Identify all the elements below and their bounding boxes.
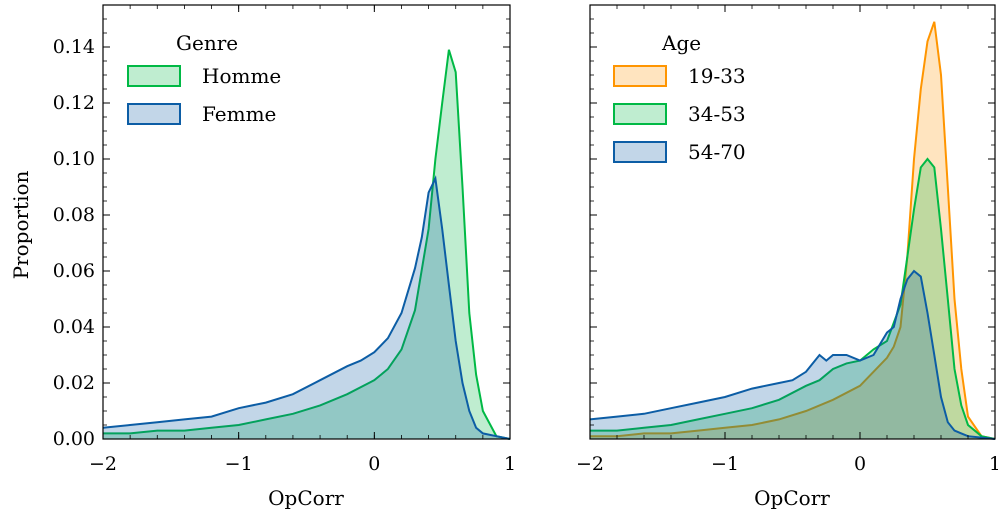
legend-label-femme: Femme — [202, 102, 276, 126]
legend-title-left: Genre — [176, 31, 238, 55]
legend-title-right: Age — [661, 31, 701, 55]
x-tick-label: −1 — [225, 453, 253, 475]
legend-label-54-70: 54-70 — [688, 140, 746, 164]
line-19-33 — [590, 21, 996, 440]
area-fill-femme — [103, 178, 510, 439]
ticks-left: −2 −1 0 1 0.00 0.02 0.04 0.06 0.08 0.10 0.12 0.14 — [53, 5, 516, 475]
x-tick-label: 0 — [854, 453, 866, 475]
ticks-right: −2 −1 0 1 — [576, 5, 998, 475]
plot-area-right — [589, 21, 996, 440]
chart-right: −2 −1 0 1 OpCorr Age 19-33 34-53 54-70 — [576, 4, 998, 510]
x-tick-label: −1 — [711, 453, 739, 475]
legend-left: Genre Homme Femme — [127, 31, 281, 126]
y-tick-label: 0.06 — [53, 260, 95, 282]
plot-area-left — [102, 49, 511, 440]
y-tick-label: 0.00 — [53, 428, 95, 450]
legend-swatch-19-33 — [613, 65, 667, 87]
legend-label-19-33: 19-33 — [688, 64, 746, 88]
x-tick-label: 1 — [989, 453, 998, 475]
x-tick-label: 1 — [504, 453, 516, 475]
y-tick-label: 0.04 — [53, 316, 95, 338]
area-fill-19-33 — [590, 21, 995, 440]
y-tick-label: 0.14 — [53, 36, 95, 58]
legend-right: Age 19-33 34-53 54-70 — [613, 31, 746, 164]
legend-swatch-54-70 — [613, 141, 667, 163]
legend-swatch-34-53 — [613, 103, 667, 125]
legend-label-homme: Homme — [202, 64, 281, 88]
legend-swatch-femme — [127, 103, 181, 125]
x-tick-label: −2 — [89, 453, 117, 475]
area-fill-34-53 — [590, 159, 995, 439]
x-axis-label-left: OpCorr — [268, 486, 344, 510]
x-axis-label-right: OpCorr — [754, 486, 830, 510]
axes-frame-left — [102, 4, 511, 440]
area-fill-54-70 — [590, 271, 995, 439]
chart-left: −2 −1 0 1 0.00 0.02 0.04 0.06 0.08 0.10 0.12 0.14 O… — [53, 4, 516, 510]
y-axis-label-left: Proportion — [9, 170, 33, 279]
legend-label-34-53: 34-53 — [688, 102, 746, 126]
axes-frame-right — [589, 4, 996, 440]
legend-swatch-homme — [127, 65, 181, 87]
x-tick-label: −2 — [576, 453, 604, 475]
line-femme — [102, 175, 511, 440]
x-tick-label: 0 — [368, 453, 380, 475]
y-tick-label: 0.02 — [53, 372, 95, 394]
y-tick-label: 0.10 — [53, 148, 95, 170]
y-tick-label: 0.08 — [53, 204, 95, 226]
line-homme — [103, 49, 511, 440]
area-fill-homme — [103, 49, 510, 440]
line-54-70 — [589, 269, 996, 440]
y-tick-label: 0.12 — [53, 92, 95, 114]
